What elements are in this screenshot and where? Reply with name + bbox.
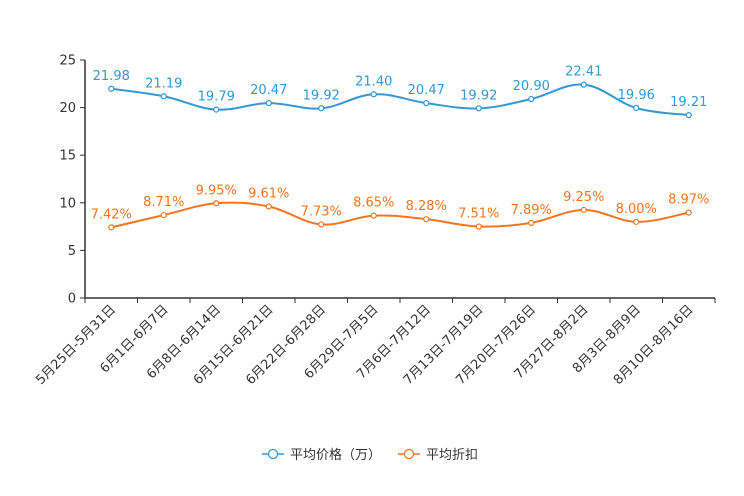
data-label: 21.40 (355, 74, 392, 89)
legend-marker (403, 448, 415, 460)
data-label: 21.98 (93, 69, 130, 84)
legend-item-1[interactable]: 平均折扣 (398, 448, 478, 463)
data-point[interactable] (108, 85, 115, 92)
data-label: 9.25% (563, 190, 604, 205)
data-label: 8.00% (616, 202, 657, 217)
y-axis: 0 5 10 15 20 25 (59, 54, 86, 307)
data-point[interactable] (318, 105, 325, 112)
data-label: 19.92 (303, 88, 340, 103)
series-layer: 21.98 21.19 19.79 20.47 19.92 21.40 20.47 19.92… (91, 65, 709, 231)
data-point[interactable] (475, 105, 482, 112)
data-point[interactable] (528, 95, 535, 103)
legend-marker (267, 448, 279, 460)
y-tick-label: 25 (59, 54, 76, 69)
y-tick-label: 5 (68, 244, 76, 259)
data-label: 9.95% (196, 183, 237, 198)
data-point[interactable] (213, 200, 220, 207)
y-tick-label: 20 (59, 101, 76, 116)
data-label: 21.19 (145, 76, 182, 91)
data-label: 19.92 (460, 88, 497, 103)
data-point[interactable] (108, 224, 115, 231)
data-point[interactable] (213, 106, 220, 113)
legend-item-0[interactable]: 平均价格（万） (262, 447, 381, 463)
data-label: 20.47 (408, 83, 445, 98)
data-point[interactable] (423, 216, 430, 223)
data-label: 9.61% (248, 187, 289, 202)
data-label: 20.47 (250, 83, 287, 98)
data-point[interactable] (633, 104, 640, 112)
legend[interactable]: 平均价格（万） 平均折扣 (262, 447, 478, 463)
y-tick-label: 0 (68, 292, 76, 307)
data-point[interactable] (633, 218, 640, 225)
series-1: 7.42% 8.71% 9.95% 9.61% 7.73% 8.65% 8.28% 7.51%… (91, 183, 709, 231)
x-axis: 5月25日-5月31日6月1日-6月7日6月8日-6月14日6月15日-6月21… (33, 297, 716, 388)
data-point[interactable] (685, 209, 692, 216)
data-point[interactable] (580, 81, 587, 88)
data-label: 7.73% (301, 204, 342, 219)
legend-label: 平均折扣 (426, 448, 478, 463)
y-tick-label: 15 (59, 149, 76, 164)
data-point[interactable] (370, 91, 377, 98)
data-label: 8.97% (668, 193, 709, 208)
data-point[interactable] (685, 112, 692, 119)
data-label: 19.96 (618, 88, 655, 103)
data-point[interactable] (528, 219, 535, 226)
series-line-1 (111, 201, 689, 229)
data-point[interactable] (160, 93, 167, 100)
data-label: 8.65% (353, 196, 394, 211)
data-label: 20.90 (513, 79, 550, 94)
data-point[interactable] (370, 212, 377, 219)
data-point[interactable] (580, 206, 587, 214)
data-label: 7.51% (458, 207, 499, 222)
data-label: 8.71% (143, 195, 184, 210)
data-point[interactable] (318, 221, 325, 228)
data-point[interactable] (265, 203, 272, 210)
series-line-0 (111, 83, 689, 117)
y-tick-label: 10 (59, 196, 76, 211)
series-0: 21.98 21.19 19.79 20.47 19.92 21.40 20.47 19.92… (93, 65, 707, 119)
data-label: 8.28% (406, 199, 447, 214)
data-point[interactable] (265, 100, 272, 107)
data-label: 7.89% (511, 203, 552, 218)
data-point[interactable] (423, 100, 430, 107)
data-label: 19.21 (670, 95, 707, 110)
data-point[interactable] (475, 223, 482, 230)
data-label: 22.41 (565, 65, 602, 80)
data-label: 19.79 (198, 90, 235, 105)
data-label: 7.42% (91, 207, 132, 222)
data-point[interactable] (160, 211, 167, 219)
legend-label: 平均价格（万） (290, 447, 381, 463)
